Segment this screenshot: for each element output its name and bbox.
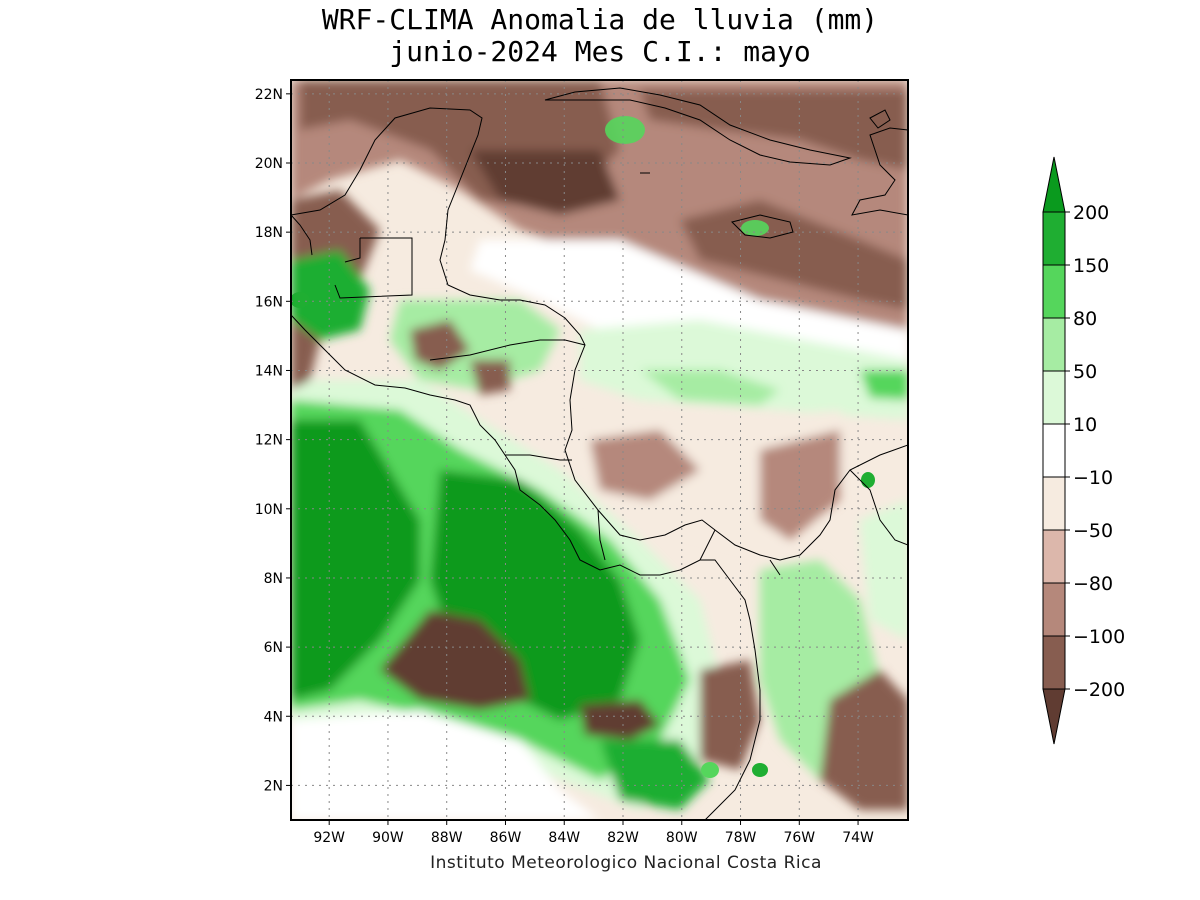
lat-tick-label: 16N	[255, 294, 283, 310]
colorbar-label: 150	[1073, 255, 1109, 277]
map-title-line2: junio-2024 Mes C.I.: mayo	[389, 35, 811, 68]
colorbar-label: 10	[1073, 414, 1097, 436]
longitude-axis: 92W 90W 88W 86W 84W 82W 80W 78W 76W 74W	[313, 820, 874, 846]
colorbar-segment	[1042, 211, 1066, 266]
field-brown-south-carib3	[760, 430, 840, 540]
lat-tick-label: 14N	[255, 363, 283, 379]
field-darkbrown-pacific1	[380, 610, 530, 710]
field-colombia-brown	[820, 670, 908, 810]
map-title-line1: WRF-CLIMA Anomalia de lluvia (mm)	[321, 3, 879, 36]
colorbar-label: 80	[1073, 308, 1097, 330]
lon-tick-label: 90W	[372, 830, 404, 846]
field-green-carib	[640, 370, 780, 405]
map-frame	[290, 79, 909, 821]
field-brown-pacific3	[700, 660, 760, 770]
field-nic-brown	[470, 360, 510, 395]
lon-tick-label: 86W	[490, 830, 522, 846]
lon-tick-label: 88W	[431, 830, 463, 846]
lon-tick-label: 80W	[666, 830, 698, 846]
lon-tick-label: 84W	[548, 830, 580, 846]
lat-tick-label: 22N	[255, 87, 283, 103]
colorbar-label: −80	[1073, 573, 1113, 595]
lon-tick-label: 82W	[607, 830, 639, 846]
colorbar-segment	[1042, 264, 1066, 319]
colorbar-label: −100	[1073, 626, 1125, 648]
field-darkbrown-pacific2	[580, 700, 660, 740]
colorbar-top-arrow	[1042, 156, 1066, 213]
lat-tick-label: 2N	[264, 778, 283, 794]
colorbar-bottom-arrow	[1042, 688, 1066, 745]
colorbar-label: 50	[1073, 361, 1097, 383]
lon-tick-label: 74W	[842, 830, 874, 846]
field-guatemala-green	[291, 250, 370, 340]
field-darkgreen-pacific1	[291, 420, 420, 700]
colorbar-label: 200	[1073, 202, 1109, 224]
lat-tick-label: 12N	[255, 433, 283, 449]
field-honduras-mix	[390, 300, 560, 390]
field-lightgreen-carib	[580, 320, 908, 420]
colorbar-segment	[1042, 582, 1066, 637]
lat-tick-label: 20N	[255, 156, 283, 172]
colorbar-segment	[1042, 529, 1066, 584]
lon-tick-label: 92W	[313, 830, 345, 846]
lat-tick-label: 18N	[255, 225, 283, 241]
field-darkbrown-north4	[470, 150, 620, 215]
lat-tick-label: 8N	[264, 571, 283, 587]
colorbar-segment	[1042, 476, 1066, 531]
coastlines	[291, 87, 908, 820]
colorbar-segment	[1042, 635, 1066, 690]
anomaly-field	[291, 80, 908, 820]
field-green-carib2	[860, 370, 908, 400]
lat-tick-label: 6N	[264, 640, 283, 656]
lat-tick-label: 4N	[264, 709, 283, 725]
colorbar-segment	[1042, 423, 1066, 478]
colorbar-legend: 200 150 80 50 10 −10 −50 −80 −100 −200	[1042, 156, 1125, 745]
lon-tick-label: 78W	[725, 830, 757, 846]
field-darkgreen-pacific3	[600, 740, 710, 810]
lon-tick-label: 76W	[783, 830, 815, 846]
colorbar-segment	[1042, 370, 1066, 425]
colorbar-label: −200	[1073, 679, 1125, 701]
field-honduras-brown	[410, 320, 470, 370]
colorbar-label: −10	[1073, 467, 1113, 489]
colorbar-label: −50	[1073, 520, 1113, 542]
credit-text: Instituto Meteorologico Nacional Costa R…	[430, 853, 822, 873]
gridlines	[291, 80, 908, 820]
field-colombia-white	[860, 500, 908, 640]
lat-tick-label: 10N	[255, 502, 283, 518]
field-brown-south-carib2	[590, 430, 700, 500]
field-white-pacific-south	[291, 710, 600, 820]
colorbar-segment	[1042, 317, 1066, 372]
latitude-axis: 2N 4N 6N 8N 10N 12N 14N 16N 18N 20N 22N	[255, 87, 291, 794]
